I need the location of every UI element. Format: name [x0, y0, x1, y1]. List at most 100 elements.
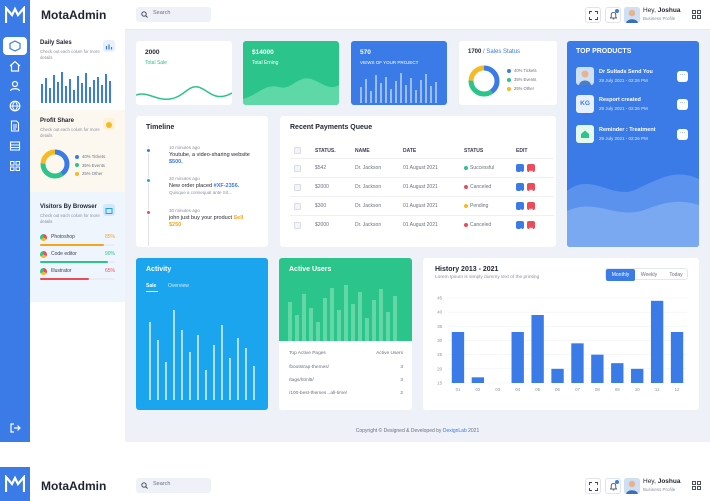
date-cell: 01 August 2021: [403, 222, 438, 228]
active-users-row[interactable]: /100-best-themes...all-time/2: [289, 391, 403, 396]
row-checkbox[interactable]: [294, 184, 301, 191]
status-cell: Successful: [464, 165, 494, 171]
cube-icon[interactable]: [9, 40, 21, 52]
document-icon[interactable]: [9, 120, 21, 132]
table-row[interactable]: $542 Dr. Jackson 01 August 2021 Successful: [290, 158, 554, 177]
notification-button[interactable]: [605, 7, 621, 23]
fullscreen-button[interactable]: [585, 478, 601, 494]
logout-icon[interactable]: [9, 422, 21, 434]
active-users-row[interactable]: /bootstrap-themes/3: [289, 365, 403, 370]
project-views-label: VIEWS OF YOUR PROJECT: [360, 60, 419, 65]
pencil-icon: [518, 228, 522, 232]
browser-row[interactable]: Photoshop 85%: [40, 234, 115, 251]
notification-button[interactable]: [605, 478, 621, 494]
user-avatar[interactable]: [624, 478, 640, 494]
history-bar[interactable]: [670, 332, 684, 383]
table-row[interactable]: $2000 Dr. Jackson 01 August 2021 Canceled: [290, 177, 554, 196]
history-bar[interactable]: [471, 377, 485, 383]
top-product-item[interactable]: KG Resport created 29 July 2021 - 02:26 …: [576, 95, 688, 119]
browser-row[interactable]: Illustrator 65%: [40, 268, 115, 285]
daily-sales-badge[interactable]: [103, 40, 115, 52]
legend-label: 25% Other: [82, 171, 103, 176]
timeline-highlight: $500.: [169, 159, 183, 165]
delete-button[interactable]: [527, 183, 535, 194]
tab-weekly[interactable]: Weekly: [640, 272, 658, 278]
timeline-time: 30 minutes ago: [169, 208, 200, 213]
total-sale-card[interactable]: 2000 Total Sale: [136, 41, 232, 105]
table-row[interactable]: $2000 Dr. Jackson 01 August 2021 Canceled: [290, 215, 554, 234]
amount-cell: $542: [315, 165, 327, 171]
active-users-row[interactable]: /tags/html5/3: [289, 378, 403, 383]
logo-icon[interactable]: [5, 475, 25, 493]
x-tick-label: 11: [655, 387, 660, 392]
col-header[interactable]: STATUS: [464, 148, 484, 154]
timeline-line: [148, 146, 149, 246]
search-box[interactable]: Search: [136, 7, 211, 22]
top-product-item[interactable]: Reminder : Treatment 29 July 2021 - 02:2…: [576, 125, 688, 149]
status-text: Canceled: [470, 222, 492, 228]
brand-name[interactable]: MotaAdmin: [41, 479, 107, 493]
browser-row[interactable]: Code editor 90%: [40, 251, 115, 268]
globe-icon[interactable]: [9, 100, 21, 112]
edit-button[interactable]: [516, 164, 524, 175]
col-header[interactable]: EDIT: [516, 148, 528, 154]
history-bar[interactable]: [531, 315, 544, 383]
user-name: Joshua: [657, 7, 681, 14]
delete-button[interactable]: [527, 202, 535, 213]
home-icon[interactable]: [9, 60, 21, 72]
total-earning-card[interactable]: $14000 Total Erning: [243, 41, 339, 105]
project-views-bars: [360, 73, 437, 103]
history-bar[interactable]: [571, 343, 584, 383]
select-all-checkbox[interactable]: [294, 147, 301, 154]
fullscreen-button[interactable]: [585, 7, 601, 23]
edit-button[interactable]: [516, 221, 524, 232]
history-bar[interactable]: [591, 354, 604, 383]
delete-button[interactable]: [527, 164, 535, 175]
top-product-item[interactable]: Dr Sultads Send You 29 July 2021 - 02:26…: [576, 67, 688, 91]
more-button[interactable]: ...: [677, 71, 688, 82]
timeline-item: 10 minutes ago Youtube, a video-sharing …: [169, 145, 261, 166]
more-button[interactable]: ...: [677, 129, 688, 140]
more-button[interactable]: ...: [677, 99, 688, 110]
col-header[interactable]: DATE: [403, 148, 417, 154]
project-views-card[interactable]: 570 VIEWS OF YOUR PROJECT: [351, 41, 447, 105]
edit-button[interactable]: [516, 183, 524, 194]
search-box[interactable]: Search: [136, 478, 211, 493]
table-row[interactable]: $300 Dr. Jackson 01 August 2021 Pending: [290, 196, 554, 215]
activity-tab-sale[interactable]: Sale: [146, 283, 157, 289]
users-icon[interactable]: [9, 80, 21, 92]
visitors-badge[interactable]: [103, 204, 115, 216]
profit-share-title: Profit Share: [40, 118, 75, 124]
history-bar[interactable]: [650, 300, 664, 383]
apps-icon[interactable]: [692, 481, 701, 490]
history-bar[interactable]: [511, 332, 524, 383]
name-cell: Dr. Jackson: [355, 184, 382, 190]
row-checkbox[interactable]: [294, 222, 301, 229]
sales-status-card[interactable]: 1700 / Sales Status 40% Tickets 35% Even…: [459, 41, 557, 105]
history-bar[interactable]: [631, 368, 644, 383]
col-header[interactable]: NAME: [355, 148, 370, 154]
row-checkbox[interactable]: [294, 165, 301, 172]
history-bar[interactable]: [611, 363, 624, 383]
history-bar[interactable]: [551, 368, 564, 383]
user-avatar[interactable]: [624, 7, 640, 23]
tab-today[interactable]: Today: [669, 272, 683, 278]
history-bar[interactable]: [451, 332, 465, 383]
product-badge: KG: [576, 95, 594, 113]
grid-icon[interactable]: [9, 160, 21, 172]
delete-button[interactable]: [527, 221, 535, 232]
pencil-icon: [518, 171, 522, 175]
apps-icon[interactable]: [692, 10, 701, 19]
activity-tab-overview[interactable]: Overview: [168, 283, 189, 289]
footer-link[interactable]: DexignLab: [442, 428, 467, 434]
logo-icon[interactable]: [5, 6, 25, 24]
y-tick-label: 30: [437, 338, 442, 343]
edit-button[interactable]: [516, 202, 524, 213]
brand-name[interactable]: MotaAdmin: [41, 8, 107, 22]
row-checkbox[interactable]: [294, 203, 301, 210]
product-name: Resport created: [599, 97, 641, 103]
profit-share-badge[interactable]: [103, 118, 115, 130]
col-header[interactable]: STATUS.: [315, 148, 336, 154]
tab-monthly[interactable]: Monthly: [606, 269, 635, 281]
table-icon[interactable]: [9, 140, 21, 152]
